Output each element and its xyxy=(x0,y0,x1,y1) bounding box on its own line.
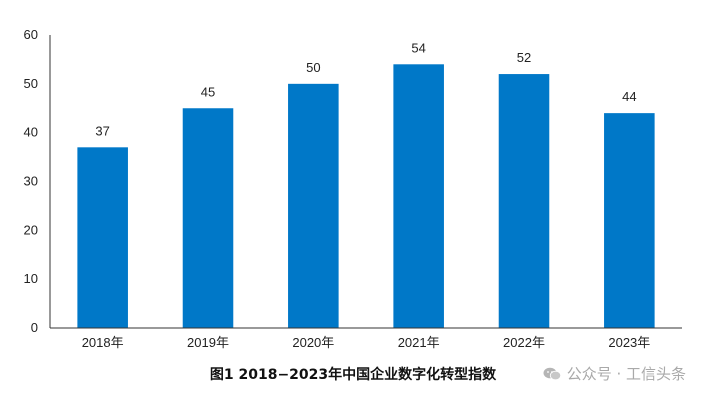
watermark: 公众号 · 工信头条 xyxy=(543,363,686,384)
data-label: 45 xyxy=(201,84,215,99)
x-tick-label: 2022年 xyxy=(503,335,545,350)
bar-chart: 0 10 20 30 40 50 60 37 45 50 54 52 44 2018年 2019年 202… xyxy=(24,27,682,350)
bar xyxy=(604,113,655,328)
data-label: 50 xyxy=(306,60,320,75)
watermark-text: 公众号 · 工信头条 xyxy=(566,365,686,383)
y-tick-label: 60 xyxy=(24,27,38,42)
data-label: 54 xyxy=(411,40,425,55)
bar xyxy=(498,74,550,328)
wechat-icon xyxy=(543,367,561,381)
bar xyxy=(182,108,234,328)
y-tick-label: 0 xyxy=(31,320,38,335)
bar xyxy=(393,64,444,329)
x-tick-label: 2023年 xyxy=(608,335,650,350)
y-tick-label: 10 xyxy=(24,271,38,286)
x-tick-label: 2020年 xyxy=(292,335,334,350)
bar xyxy=(288,83,339,328)
data-label: 37 xyxy=(95,123,109,138)
bars-group: 37 45 50 54 52 44 xyxy=(77,40,655,329)
data-label: 52 xyxy=(517,50,531,65)
x-tick-label: 2018年 xyxy=(82,335,124,350)
chart-title: 图1 2018−2023年中国企业数字化转型指数 xyxy=(209,367,497,383)
data-label: 44 xyxy=(622,89,636,104)
x-tick-label: 2019年 xyxy=(187,335,229,350)
y-axis: 0 10 20 30 40 50 60 xyxy=(24,27,51,335)
x-axis: 2018年 2019年 2020年 2021年 2022年 2023年 xyxy=(50,327,682,350)
y-tick-label: 40 xyxy=(24,125,38,140)
x-tick-label: 2021年 xyxy=(398,335,440,350)
y-tick-label: 50 xyxy=(24,76,38,91)
bar xyxy=(77,147,128,328)
y-tick-label: 30 xyxy=(24,174,38,189)
y-tick-label: 20 xyxy=(24,222,38,237)
